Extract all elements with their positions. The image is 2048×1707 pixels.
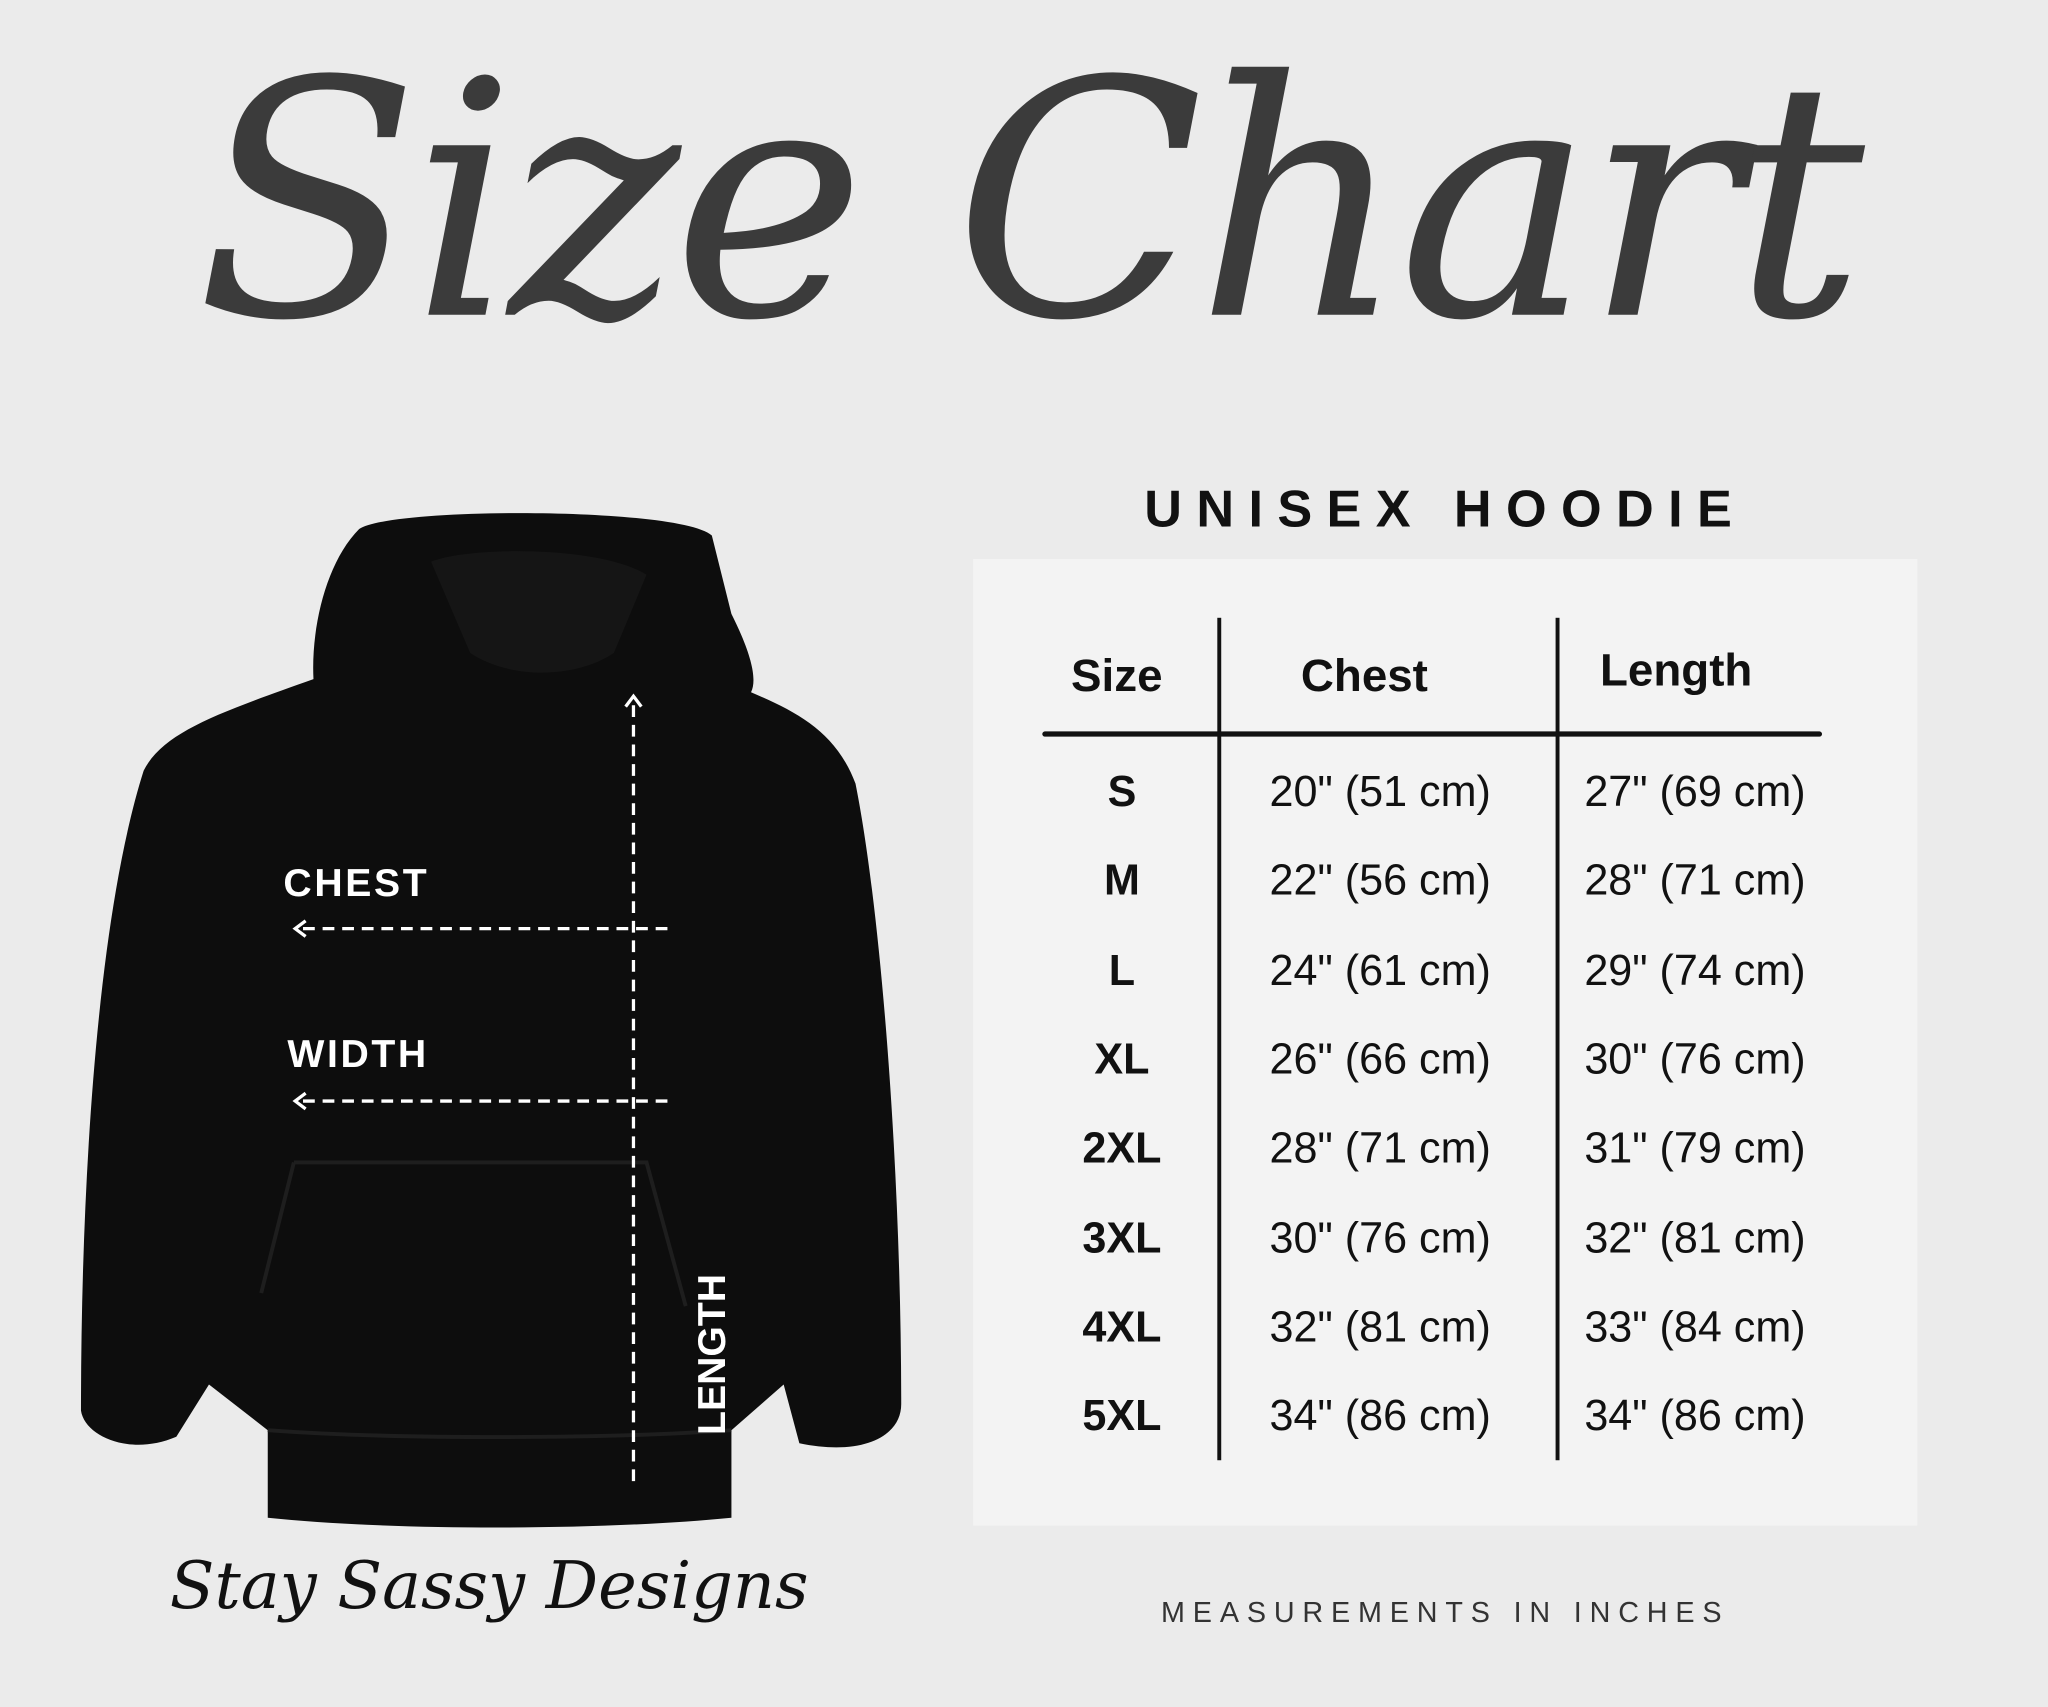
page-title: Size Chart: [195, 11, 1865, 392]
column-divider: [1217, 617, 1222, 1461]
product-subtitle: UNISEX HOODIE: [1144, 480, 1747, 539]
size-cell: S: [1107, 766, 1137, 816]
chest-arrow-icon: [292, 919, 307, 938]
header-chest: Chest: [1300, 650, 1428, 702]
chest-cell: 30" (76 cm): [1269, 1212, 1491, 1262]
length-cell: 31" (79 cm): [1584, 1123, 1806, 1172]
length-cell: 28" (71 cm): [1584, 855, 1806, 905]
chest-cell: 26" (66 cm): [1269, 1034, 1491, 1083]
chest-cell: 22" (56 cm): [1269, 855, 1491, 905]
chest-label: CHEST: [283, 862, 430, 906]
measurement-note: MEASUREMENTS IN INCHES: [1161, 1596, 1730, 1629]
header-divider: [1042, 731, 1823, 737]
size-cell: XL: [1094, 1034, 1150, 1083]
waistband-seam: [267, 1428, 732, 1440]
chest-cell: 32" (81 cm): [1269, 1301, 1491, 1351]
hoodie-body: [80, 513, 902, 1528]
header-size: Size: [1071, 650, 1163, 702]
header-length: Length: [1599, 645, 1753, 697]
column-divider: [1555, 617, 1560, 1461]
length-cell: 27" (69 cm): [1584, 766, 1806, 816]
size-table-panel: [973, 559, 1918, 1526]
width-label: WIDTH: [287, 1033, 429, 1077]
length-cell: 33" (84 cm): [1584, 1301, 1806, 1351]
length-cell: 34" (86 cm): [1584, 1391, 1806, 1440]
length-cell: 29" (74 cm): [1584, 945, 1806, 994]
chest-cell: 28" (71 cm): [1269, 1123, 1491, 1172]
chest-cell: 34" (86 cm): [1269, 1391, 1491, 1440]
size-cell: 5XL: [1082, 1391, 1162, 1440]
size-cell: 3XL: [1082, 1212, 1162, 1262]
width-arrow-icon: [292, 1091, 307, 1111]
length-cell: 32" (81 cm): [1584, 1212, 1806, 1262]
size-cell: L: [1108, 945, 1136, 994]
pocket-seam: [259, 1160, 688, 1307]
length-cell: 30" (76 cm): [1584, 1034, 1806, 1083]
size-cell: 2XL: [1082, 1123, 1162, 1172]
length-arrow-icon: [624, 693, 643, 708]
size-cell: 4XL: [1082, 1301, 1162, 1351]
chest-cell: 20" (51 cm): [1269, 766, 1491, 816]
hood-opening: [431, 551, 647, 673]
brand-logo: Stay Sassy Designs: [169, 1547, 809, 1624]
length-label: LENGTH: [690, 1273, 735, 1435]
size-cell: M: [1103, 855, 1140, 905]
chest-cell: 24" (61 cm): [1269, 945, 1491, 994]
